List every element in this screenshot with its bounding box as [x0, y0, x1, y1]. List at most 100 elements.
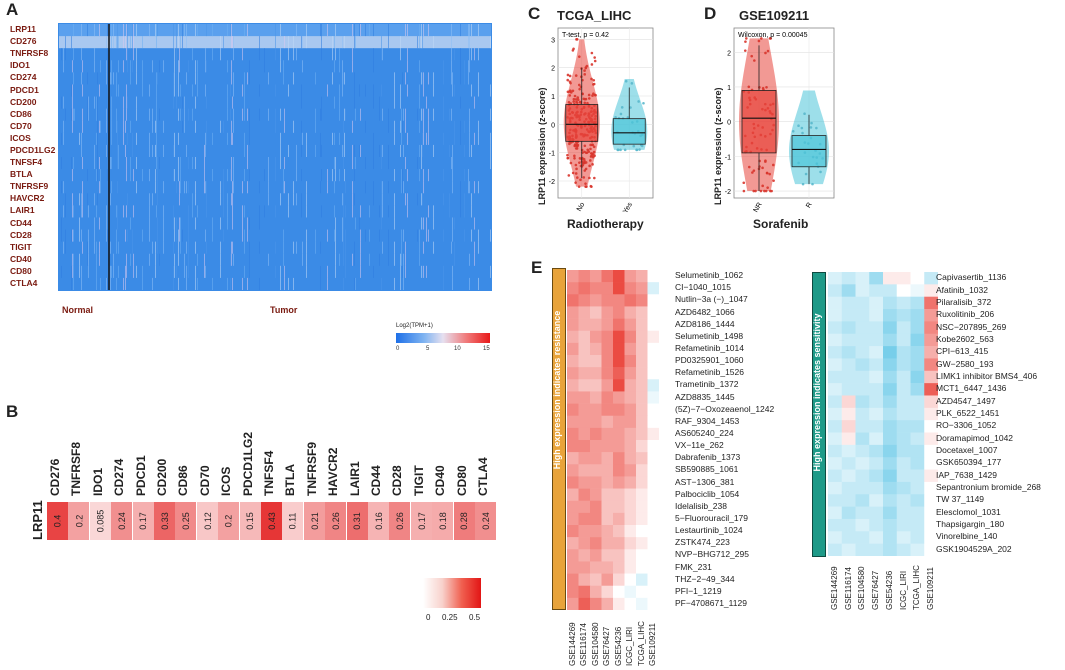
heatmap-cell [567, 306, 579, 319]
heatmap-stripe [82, 84, 83, 97]
heatmap-stripe [94, 193, 95, 206]
heatmap-cell [828, 432, 843, 446]
heatmap-stripe [394, 205, 395, 218]
heatmap-stripe [284, 120, 285, 133]
heatmap-stripe [195, 265, 196, 278]
heatmap-stripe [232, 193, 233, 206]
drug-row-label: Kobe2602_563 [936, 333, 994, 344]
heatmap-stripe [334, 132, 335, 145]
heatmap-stripe [155, 24, 156, 37]
heatmap-stripe [220, 36, 221, 49]
heatmap-stripe [388, 108, 389, 121]
heatmap-stripe [401, 229, 402, 242]
heatmap-stripe [268, 181, 269, 194]
heatmap-stripe [127, 229, 128, 242]
heatmap-cell [590, 306, 602, 319]
panel-b-cell: 0.43 [261, 502, 282, 540]
heatmap-stripe [231, 120, 232, 133]
heatmap-stripe [407, 169, 408, 182]
heatmap-cell [896, 457, 911, 470]
heatmap-stripe [117, 24, 118, 37]
heatmap-cell [841, 407, 856, 421]
heatmap-stripe [106, 108, 107, 121]
heatmap-cell [636, 512, 648, 526]
heatmap-stripe [71, 265, 72, 278]
heatmap-stripe [206, 181, 207, 194]
heatmap-stripe [400, 84, 401, 97]
data-point [591, 94, 594, 97]
heatmap-stripe [320, 241, 321, 254]
heatmap-stripe [156, 24, 157, 37]
heatmap-stripe [100, 120, 101, 133]
drug-row-label: NSC−207895_269 [936, 321, 1007, 332]
data-point [761, 86, 765, 90]
heatmap-stripe [381, 144, 382, 157]
heatmap-stripe [188, 241, 189, 254]
heatmap-stripe [176, 72, 177, 85]
heatmap-stripe [180, 217, 181, 230]
heatmap-stripe [117, 181, 118, 194]
heatmap-cell [883, 444, 898, 458]
heatmap-cell [855, 518, 870, 532]
heatmap-stripe [142, 36, 143, 49]
heatmap-cell [613, 342, 625, 356]
heatmap-cell [828, 321, 843, 335]
panel-b-cell: 0.28 [453, 502, 475, 540]
heatmap-stripe [373, 48, 374, 61]
stat-annotation: T-test, p = 0.42 [562, 32, 609, 39]
heatmap-stripe [379, 205, 380, 218]
heatmap-stripe [296, 24, 297, 37]
heatmap-stripe [188, 181, 189, 194]
heatmap-stripe [401, 241, 402, 254]
heatmap-cell [855, 543, 870, 556]
heatmap-stripe [419, 241, 420, 254]
heatmap-stripe [268, 157, 269, 170]
heatmap-cell [613, 391, 625, 404]
heatmap-cell [841, 272, 856, 285]
heatmap-stripe [354, 169, 355, 182]
heatmap-cell [590, 379, 602, 392]
heatmap-stripe [345, 241, 346, 254]
heatmap-cell [841, 469, 856, 483]
data-point [593, 59, 597, 63]
heatmap-stripe [464, 169, 465, 182]
data-point [574, 172, 578, 175]
heatmap-cell [578, 476, 591, 489]
drug-row-label: GW−2580_193 [936, 358, 994, 369]
y-tick-label: -2 [725, 189, 731, 196]
heatmap-stripe [156, 144, 157, 157]
data-point [757, 39, 761, 43]
heatmap-stripe [296, 193, 297, 206]
heatmap-stripe [163, 120, 164, 133]
heatmap-cell [869, 272, 884, 285]
heatmap-cell [841, 420, 856, 433]
heatmap-stripe [186, 72, 187, 85]
panel-e-sensitivity-bar [812, 272, 826, 557]
heatmap-stripe [335, 241, 336, 254]
heatmap-cell [613, 379, 625, 392]
heatmap-stripe [125, 144, 126, 157]
heatmap-cell [613, 440, 625, 453]
heatmap-stripe [132, 229, 133, 242]
data-point [637, 100, 640, 103]
heatmap-stripe [394, 193, 395, 206]
heatmap-cell [590, 500, 602, 514]
data-point [584, 161, 588, 164]
heatmap-cell [828, 272, 843, 285]
panel-b-cell-value: 0.28 [459, 512, 470, 530]
heatmap-stripe [259, 277, 260, 290]
drug-row-label: Ruxolitinib_206 [936, 309, 995, 320]
heatmap-stripe [302, 253, 303, 266]
heatmap-stripe [320, 132, 321, 145]
heatmap-stripe [443, 265, 444, 278]
heatmap-stripe [107, 144, 108, 157]
heatmap-stripe [464, 144, 465, 157]
heatmap-cell [636, 415, 648, 429]
heatmap-stripe [82, 193, 83, 206]
heatmap-stripe [354, 253, 355, 266]
heatmap-cell [924, 481, 938, 495]
heatmap-stripe [306, 253, 307, 266]
heatmap-cell [578, 500, 591, 514]
panel-letter-a: A [6, 0, 19, 19]
gene-row-label: CTLA4 [10, 277, 38, 288]
